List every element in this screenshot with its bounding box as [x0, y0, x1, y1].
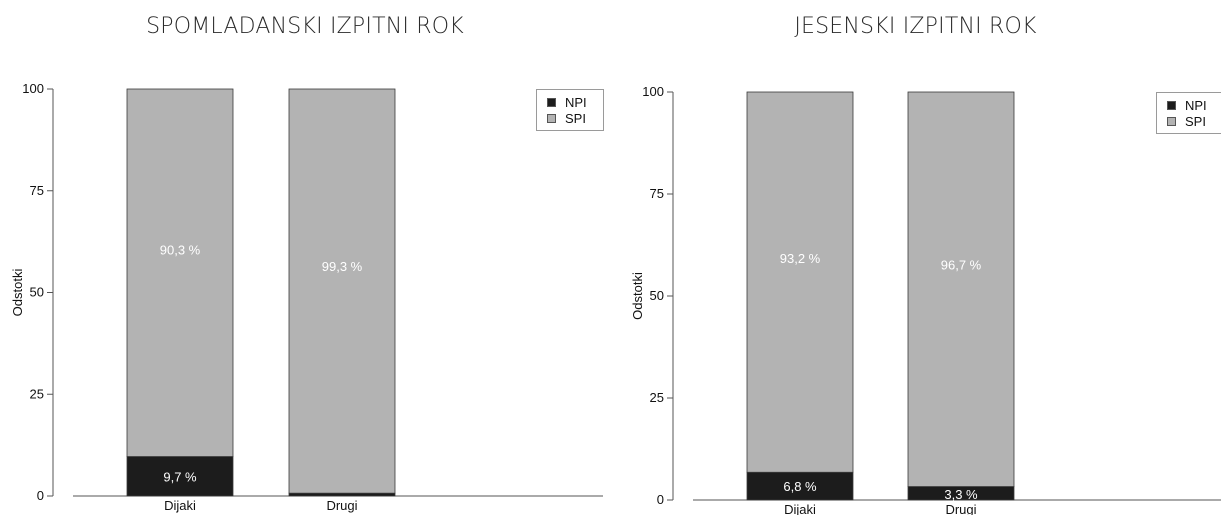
y-tick-label: 50	[650, 288, 664, 303]
legend-label: SPI	[565, 110, 586, 126]
y-axis-label: Odstotki	[630, 272, 645, 320]
y-tick-label: 100	[642, 84, 664, 99]
legend-label: NPI	[1185, 97, 1207, 113]
category-label: Drugi	[945, 502, 976, 515]
bar-segment-spi	[746, 91, 854, 473]
data-label: 99,3 %	[322, 259, 363, 274]
bar-segment-npi	[288, 492, 396, 497]
legend-item-npi: NPI	[547, 94, 597, 110]
chart-title: SPOMLADANSKI IZPITNI ROK	[146, 14, 464, 39]
legend-swatch-npi	[1167, 100, 1176, 110]
category-label: Drugi	[326, 498, 357, 513]
bar-segment-spi	[288, 88, 396, 494]
y-tick-label: 75	[650, 186, 664, 201]
y-tick-label: 0	[37, 488, 44, 503]
legend-item-spi: SPI	[1167, 113, 1221, 129]
y-tick-label: 25	[30, 386, 44, 401]
bar-chart-spring: 0 25 50 75 100 Odstotki 9,7 % 90,3 % Dijaki 99,3 …	[10, 81, 603, 513]
chart-title: JESENSKI IZPITNI ROK	[794, 14, 1037, 39]
y-tick-label: 75	[30, 183, 44, 198]
bar-chart-autumn: 0 25 50 75 100 Odstotki 6,8 % 93,2 % Dijaki 3,3 %…	[630, 84, 1221, 515]
bar-segment-npi	[746, 471, 854, 501]
y-tick-label: 25	[650, 390, 664, 405]
data-label: 90,3 %	[160, 242, 201, 257]
data-label: 96,7 %	[941, 258, 982, 273]
legend: NPI SPI	[536, 89, 604, 131]
legend-swatch-spi	[547, 113, 556, 123]
data-label: 9,7 %	[163, 469, 197, 484]
legend: NPI SPI	[1156, 92, 1221, 134]
legend-label: NPI	[565, 94, 587, 110]
chart-panel-spring: SPOMLADANSKI IZPITNI ROK 0 25 50 75 100 Odsto…	[0, 0, 610, 515]
y-tick-label: 0	[657, 492, 664, 507]
y-tick-label: 100	[22, 81, 44, 96]
legend-item-spi: SPI	[547, 110, 597, 126]
y-axis-label: Odstotki	[10, 269, 25, 317]
legend-label: SPI	[1185, 113, 1206, 129]
bar-segment-spi	[126, 88, 234, 457]
chart-panel-autumn: JESENSKI IZPITNI ROK 0 25 50 75 100 Odstotki 6…	[610, 0, 1221, 515]
legend-swatch-spi	[1167, 116, 1176, 126]
data-label: 3,3 %	[944, 487, 978, 502]
category-label: Dijaki	[784, 502, 816, 515]
category-label: Dijaki	[164, 498, 196, 513]
data-label: 93,2 %	[780, 251, 821, 266]
legend-item-npi: NPI	[1167, 97, 1221, 113]
y-tick-label: 50	[30, 285, 44, 300]
bar-segment-spi	[907, 91, 1015, 487]
legend-swatch-npi	[547, 97, 556, 107]
data-label: 6,8 %	[783, 479, 817, 494]
